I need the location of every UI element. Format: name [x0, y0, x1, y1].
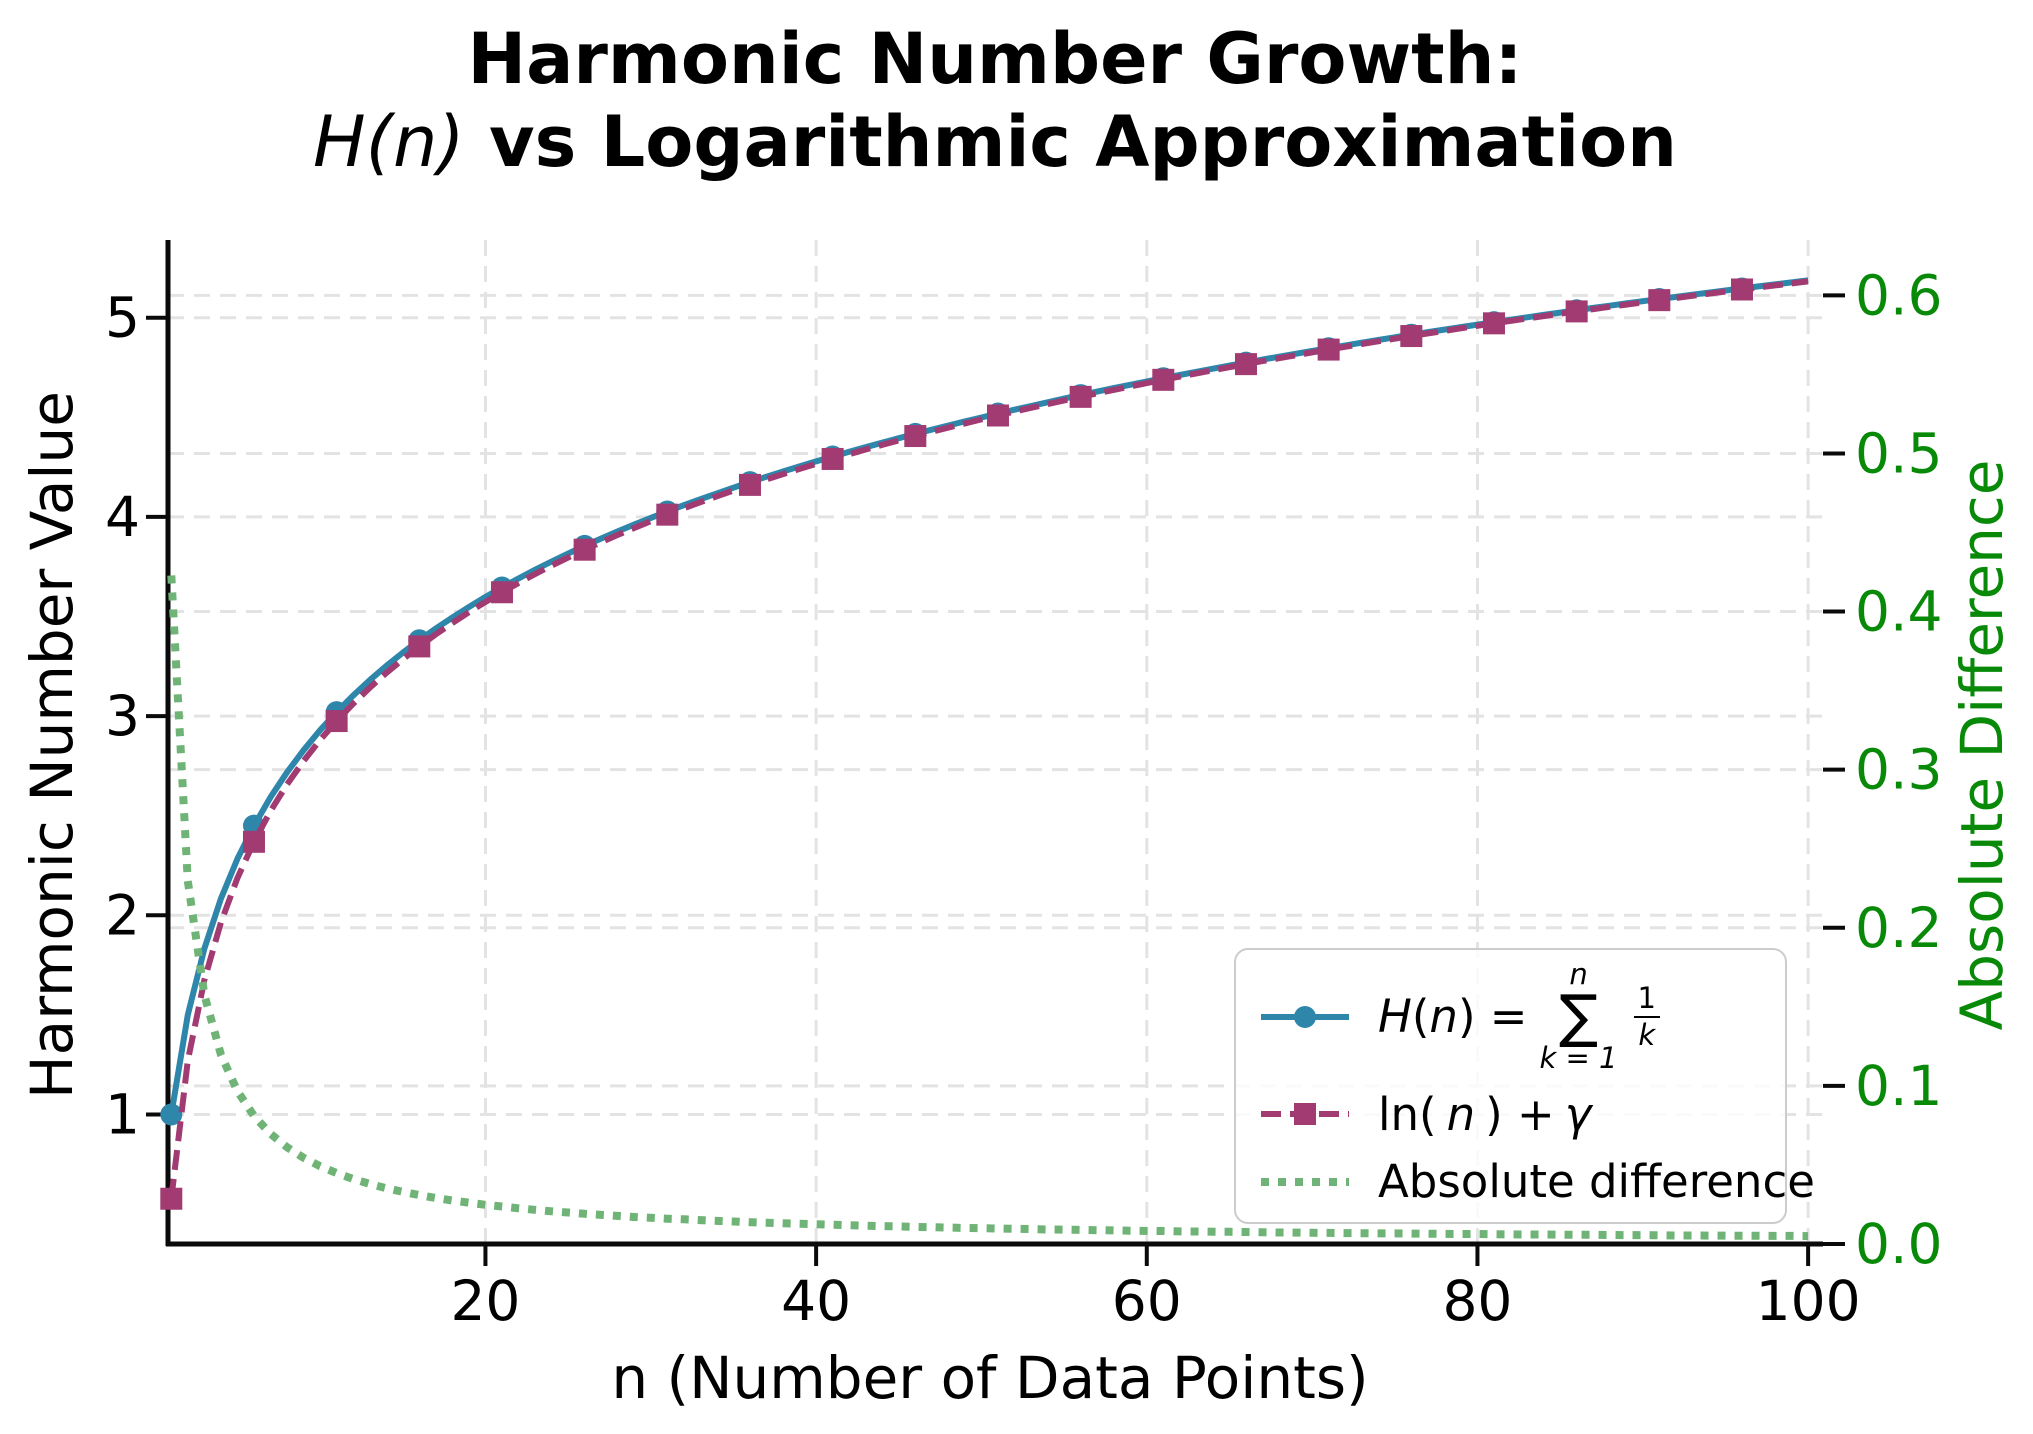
log-approx-marker-square: [242, 830, 265, 853]
log-approx-marker-square: [821, 447, 844, 470]
log-approx-marker-square: [1400, 325, 1423, 348]
legend-label-harmonic: H(n) = n ∑ k = 1 1 k: [1378, 960, 1660, 1073]
legend-ln-n: n: [1446, 1087, 1476, 1141]
y-right-tick-label: 0.1: [1855, 1054, 1942, 1118]
legend-ln: ln(: [1378, 1087, 1437, 1141]
log-approx-marker-square: [986, 404, 1009, 427]
legend-swatch-difference-line: [1261, 1177, 1349, 1186]
legend-sum-upper: n: [1569, 957, 1588, 991]
gamma-symbol: γ: [1564, 1087, 1592, 1141]
legend-formula-n: n: [1429, 990, 1458, 1044]
y-axis-label-right: Absolute Difference: [1948, 459, 2016, 1031]
log-approx-marker-square: [1152, 368, 1175, 391]
log-approx-marker-square: [1482, 312, 1505, 335]
y-right-tick-label: 0.2: [1855, 896, 1942, 960]
harmonic-marker-circle: [160, 1103, 183, 1126]
log-approx-marker-square: [904, 425, 927, 448]
y-left-tick-label: 1: [105, 1083, 140, 1147]
y-left-tick-label: 2: [105, 883, 140, 947]
legend-label-log-approx: ln(n) + γ: [1378, 1088, 1591, 1141]
log-approx-marker-square: [656, 503, 679, 526]
log-approx-marker-square: [1648, 289, 1671, 312]
x-tick-label: 80: [1442, 1269, 1512, 1333]
log-approx-marker-square: [1069, 385, 1092, 408]
legend-formula-open: (: [1411, 990, 1430, 1044]
legend-formula-h: H: [1378, 990, 1412, 1044]
log-approx-marker-square: [1730, 278, 1753, 301]
legend-marker-square: [1294, 1103, 1316, 1126]
legend-sum-lower: k = 1: [1539, 1041, 1618, 1076]
legend-item-abs-difference: Absolute difference: [1258, 1155, 1815, 1208]
log-approx-marker-square: [490, 581, 513, 604]
chart-title-math: H(n): [312, 100, 465, 183]
log-approx-marker-square: [573, 538, 596, 561]
y-right-tick-label: 0.5: [1855, 421, 1942, 485]
y-left-tick-label: 5: [105, 286, 140, 350]
legend-formula-eq: ) =: [1457, 990, 1528, 1044]
y-axis-label-left: Harmonic Number Value: [18, 391, 86, 1099]
y-left-tick-label: 4: [105, 485, 140, 549]
legend-item-harmonic: H(n) = n ∑ k = 1 1 k: [1258, 960, 1765, 1073]
log-approx-marker-square: [1565, 300, 1588, 323]
log-approx-marker-square: [1234, 353, 1257, 376]
log-approx-marker-square: [325, 710, 348, 733]
log-approx-line: [168, 278, 1809, 1200]
legend-swatch-approx-line: [1261, 1103, 1349, 1126]
log-approx-marker-square: [738, 473, 761, 496]
log-approx-marker-square: [408, 635, 431, 658]
abs-difference-line: [167, 575, 1809, 1241]
x-tick-label: 40: [781, 1269, 851, 1333]
legend-fraction-num: 1: [1633, 983, 1660, 1018]
y-right-tick-label: 0.6: [1855, 263, 1942, 327]
log-approx-marker-square: [160, 1187, 183, 1210]
legend-item-log-approx: ln(n) + γ: [1258, 1088, 1765, 1141]
legend-ln-plus: ) +: [1485, 1087, 1555, 1141]
legend: H(n) = n ∑ k = 1 1 k ln(n) + γ: [1234, 948, 1815, 1224]
chart-title: Harmonic Number Growth: H(n) vs Logarith…: [313, 18, 1677, 183]
x-tick-label: 20: [450, 1269, 520, 1333]
legend-marker-circle: [1294, 1005, 1316, 1028]
legend-label-abs-difference: Absolute difference: [1378, 1155, 1815, 1208]
legend-swatch-harmonic-line: [1261, 1005, 1349, 1028]
log-approx-marker-square: [1317, 338, 1340, 361]
legend-fraction: 1 k: [1633, 983, 1660, 1052]
x-tick-label: 60: [1112, 1269, 1182, 1333]
x-tick-label: 100: [1756, 1269, 1861, 1333]
legend-formula-hn: H(n) =: [1378, 990, 1528, 1043]
chart-title-line1: Harmonic Number Growth:: [467, 18, 1523, 100]
legend-fraction-den: k: [1638, 1017, 1656, 1052]
chart-title-line2: H(n) vs Logarithmic Approximation: [313, 101, 1677, 184]
chart-title-rest: vs Logarithmic Approximation: [464, 100, 1678, 183]
x-axis-label: n (Number of Data Points): [611, 1344, 1369, 1412]
sigma-symbol: ∑: [1558, 982, 1599, 1050]
y-right-tick-label: 0.0: [1855, 1212, 1942, 1276]
legend-sum: n ∑ k = 1: [1540, 960, 1618, 1073]
y-right-tick-label: 0.4: [1855, 580, 1942, 644]
y-left-tick-label: 3: [105, 684, 140, 748]
y-right-tick-label: 0.3: [1855, 738, 1942, 802]
